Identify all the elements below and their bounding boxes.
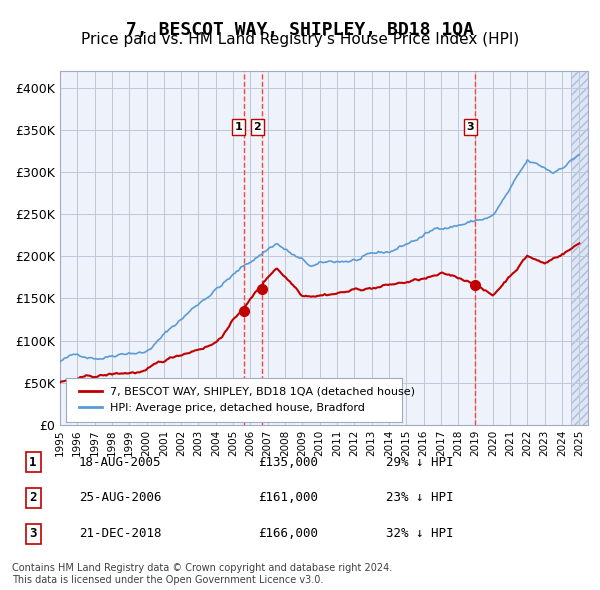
Text: 29% ↓ HPI: 29% ↓ HPI [386, 455, 454, 468]
Text: 3: 3 [29, 527, 37, 540]
Text: 23% ↓ HPI: 23% ↓ HPI [386, 491, 454, 504]
Text: 25-AUG-2006: 25-AUG-2006 [79, 491, 161, 504]
Text: 18-AUG-2005: 18-AUG-2005 [79, 455, 161, 468]
Text: Contains HM Land Registry data © Crown copyright and database right 2024.
This d: Contains HM Land Registry data © Crown c… [12, 563, 392, 585]
Text: 32% ↓ HPI: 32% ↓ HPI [386, 527, 454, 540]
Text: £166,000: £166,000 [258, 527, 318, 540]
Bar [571, 71, 588, 425]
Bar [571, 71, 588, 425]
Text: 3: 3 [466, 122, 474, 132]
Text: 21-DEC-2018: 21-DEC-2018 [79, 527, 161, 540]
Text: £161,000: £161,000 [258, 491, 318, 504]
Text: Price paid vs. HM Land Registry's House Price Index (HPI): Price paid vs. HM Land Registry's House … [81, 32, 519, 47]
Text: 2: 2 [29, 491, 37, 504]
Text: £135,000: £135,000 [258, 455, 318, 468]
Text: 1: 1 [29, 455, 37, 468]
Text: 1: 1 [235, 122, 242, 132]
Legend: 7, BESCOT WAY, SHIPLEY, BD18 1QA (detached house), HPI: Average price, detached : 7, BESCOT WAY, SHIPLEY, BD18 1QA (detach… [75, 382, 420, 417]
Text: 2: 2 [253, 122, 261, 132]
Text: 7, BESCOT WAY, SHIPLEY, BD18 1QA: 7, BESCOT WAY, SHIPLEY, BD18 1QA [126, 21, 474, 39]
